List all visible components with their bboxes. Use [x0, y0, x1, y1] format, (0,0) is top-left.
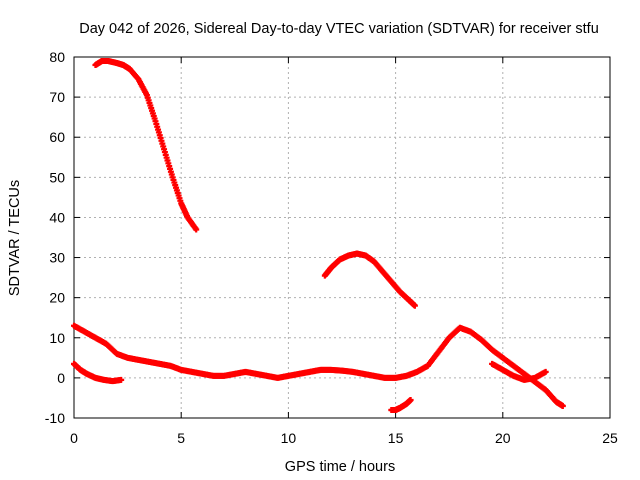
y-tick-label: 10	[49, 330, 65, 346]
y-tick-label: 0	[57, 370, 65, 386]
x-tick-label: 5	[177, 430, 185, 446]
y-tick-label: 60	[49, 129, 65, 145]
plot-frame	[73, 56, 611, 419]
y-tick-label: 70	[49, 89, 65, 105]
series-baseline	[71, 322, 566, 409]
axis-ticks	[73, 56, 611, 419]
chart-title: Day 042 of 2026, Sidereal Day-to-day VTE…	[79, 21, 599, 37]
y-tick-label: 30	[49, 250, 65, 266]
data-point	[559, 402, 566, 409]
y-tick-label: 40	[49, 209, 65, 225]
series-arc-4	[71, 360, 125, 385]
y-tick-label: 50	[49, 169, 65, 185]
data-point	[411, 302, 418, 309]
series-arc-1	[92, 58, 200, 233]
data-points	[71, 58, 566, 413]
x-tick-label: 0	[70, 430, 78, 446]
data-point	[193, 226, 200, 233]
tick-labels: 0 5 10 15 20 25 -10 0 10 20 30 40 50 60 70 80	[45, 49, 618, 446]
x-tick-label: 20	[495, 430, 511, 446]
x-axis-label: GPS time / hours	[285, 459, 395, 475]
data-point	[407, 396, 414, 403]
series-arc-5	[489, 360, 549, 383]
y-axis-label: SDTVAR / TECUs	[7, 180, 23, 296]
y-tick-label: 80	[49, 49, 65, 65]
x-tick-label: 25	[602, 430, 618, 446]
x-tick-label: 15	[388, 430, 404, 446]
data-point	[542, 368, 549, 375]
series-arc-6	[388, 396, 414, 413]
y-tick-label: 20	[49, 290, 65, 306]
x-tick-label: 10	[281, 430, 297, 446]
series-arc-2	[321, 250, 418, 309]
y-tick-label: -10	[45, 410, 65, 426]
data-point	[118, 376, 125, 383]
